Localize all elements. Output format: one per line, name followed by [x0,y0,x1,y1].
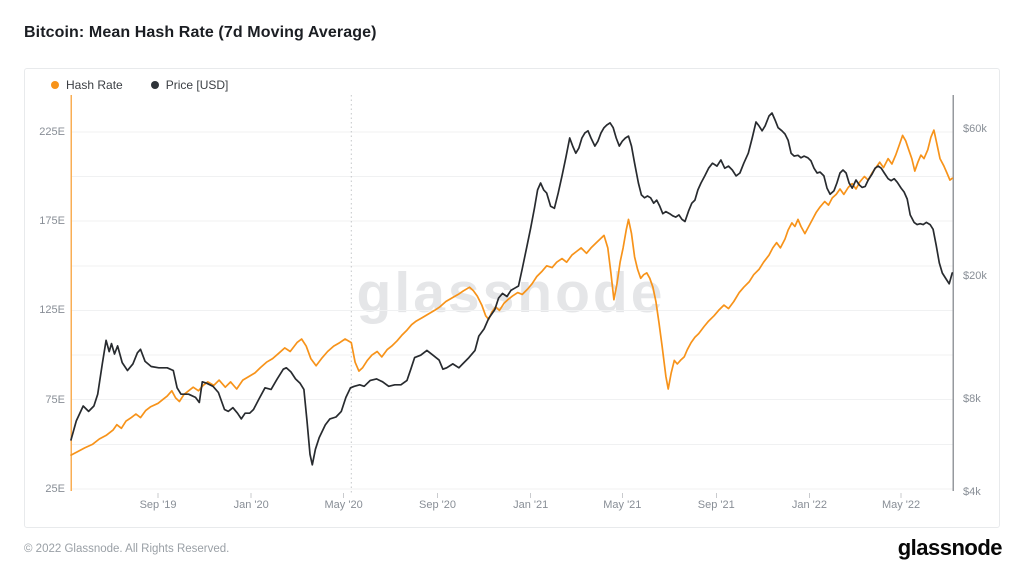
left-axis-label: 175E [39,215,65,228]
footer-copyright: © 2022 Glassnode. All Rights Reserved. [24,543,230,555]
x-axis-label: Jan '20 [233,499,269,511]
right-axis-label: $8k [963,393,981,406]
x-axis-label: Jan '21 [513,499,549,511]
right-axis-label: $60k [963,123,987,135]
page-title: Bitcoin: Mean Hash Rate (7d Moving Avera… [24,24,377,41]
price-dot-icon [150,81,159,89]
legend-item-price[interactable]: Price [USD] [150,78,229,92]
hash-rate-dot-icon [51,81,59,89]
right-axis-label: $20k [963,270,987,283]
hash-rate-line [70,129,954,456]
left-axis-label: 125E [39,304,65,317]
left-axis-label: 25E [45,483,65,495]
price-usd--line [70,112,954,466]
x-axis-label: May '20 [324,499,363,511]
x-axis-label: May '22 [881,499,921,511]
x-axis-label: Jan '22 [791,499,827,511]
left-axis-label: 225E [39,125,65,138]
x-axis-label: Sep '20 [419,499,457,511]
legend: Hash Rate Price [USD] [51,78,228,92]
x-axis-label: May '21 [603,499,642,511]
legend-label-price: Price [USD] [165,78,229,92]
legend-item-hash-rate[interactable]: Hash Rate [51,78,123,92]
chart-canvas[interactable] [25,69,999,527]
chart-card: Hash Rate Price [USD] glassnode 225E 175E… [24,68,1000,528]
right-axis-label: $4k [963,486,981,498]
left-axis-label: 75E [45,393,65,406]
x-axis-label: Sep '21 [697,499,735,511]
glassnode-logo: glassnode [897,535,1003,560]
x-axis-label: Sep '19 [139,499,177,511]
legend-label-hash-rate: Hash Rate [66,78,123,92]
